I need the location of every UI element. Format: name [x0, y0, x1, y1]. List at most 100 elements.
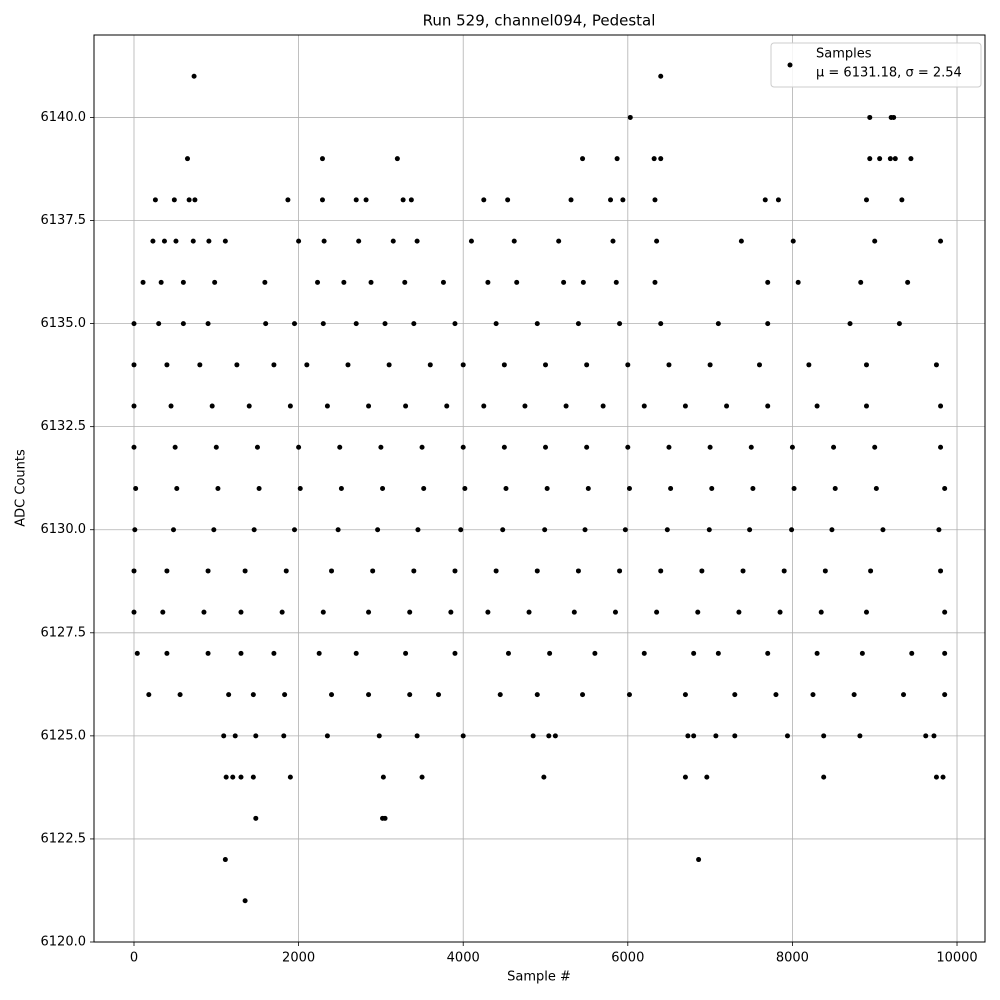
point — [403, 403, 409, 409]
point — [829, 527, 835, 533]
point — [402, 279, 408, 285]
point — [707, 444, 713, 450]
point — [514, 279, 520, 285]
point — [715, 650, 721, 656]
point — [132, 527, 138, 533]
point — [414, 238, 420, 244]
point — [370, 568, 376, 574]
point — [831, 444, 837, 450]
point — [287, 403, 293, 409]
point — [251, 527, 257, 533]
point — [541, 774, 547, 780]
point — [522, 403, 528, 409]
point — [353, 650, 359, 656]
point — [682, 774, 688, 780]
point — [180, 279, 186, 285]
point — [614, 156, 620, 162]
point — [436, 692, 442, 698]
point — [279, 609, 285, 615]
point — [414, 733, 420, 739]
point — [501, 444, 507, 450]
point — [287, 774, 293, 780]
point — [161, 238, 167, 244]
point — [651, 156, 657, 162]
point — [458, 527, 464, 533]
point — [790, 238, 796, 244]
point — [556, 238, 562, 244]
point — [896, 321, 902, 327]
point — [901, 692, 907, 698]
point — [440, 279, 446, 285]
point — [375, 527, 381, 533]
point — [546, 733, 552, 739]
point — [382, 321, 388, 327]
point — [821, 733, 827, 739]
point — [400, 197, 406, 203]
point — [353, 197, 359, 203]
point — [242, 898, 248, 904]
point — [481, 403, 487, 409]
y-tick-label: 6132.5 — [41, 419, 87, 434]
point — [234, 362, 240, 368]
point — [242, 568, 248, 574]
point — [552, 733, 558, 739]
point — [732, 733, 738, 739]
point — [190, 238, 196, 244]
point — [654, 609, 660, 615]
point — [131, 609, 137, 615]
point — [493, 568, 499, 574]
point — [320, 609, 326, 615]
x-tick-label: 6000 — [611, 951, 644, 966]
point — [186, 197, 192, 203]
point — [658, 321, 664, 327]
point — [378, 444, 384, 450]
point — [814, 403, 820, 409]
point — [427, 362, 433, 368]
point — [543, 444, 549, 450]
point — [818, 609, 824, 615]
point — [291, 321, 297, 327]
point — [530, 733, 536, 739]
point — [232, 733, 238, 739]
point — [319, 156, 325, 162]
point — [462, 486, 468, 491]
point — [732, 692, 738, 698]
point — [324, 403, 330, 409]
point — [366, 403, 372, 409]
point — [580, 692, 586, 698]
legend: Samples μ = 6131.18, σ = 2.54 — [770, 42, 982, 88]
point — [421, 486, 427, 491]
point — [209, 403, 215, 409]
y-tick-label: 6137.5 — [41, 213, 87, 228]
point — [390, 238, 396, 244]
point — [625, 362, 631, 368]
point — [938, 568, 944, 574]
point — [215, 486, 221, 491]
point — [867, 156, 873, 162]
x-axis-label: Sample # — [507, 970, 571, 985]
point — [936, 527, 942, 533]
point — [791, 486, 797, 491]
point — [505, 650, 511, 656]
point — [411, 321, 417, 327]
point — [600, 403, 606, 409]
point — [319, 197, 325, 203]
point — [366, 609, 372, 615]
point — [501, 362, 507, 368]
point — [282, 692, 288, 698]
point — [481, 197, 487, 203]
point — [571, 609, 577, 615]
point — [206, 238, 212, 244]
point — [460, 444, 466, 450]
point — [740, 568, 746, 574]
point — [748, 444, 754, 450]
x-tick-label: 0 — [130, 951, 138, 966]
point — [909, 650, 915, 656]
point — [411, 568, 417, 574]
point — [762, 197, 768, 203]
point — [158, 279, 164, 285]
point — [699, 568, 705, 574]
point — [131, 403, 137, 409]
point — [505, 197, 511, 203]
